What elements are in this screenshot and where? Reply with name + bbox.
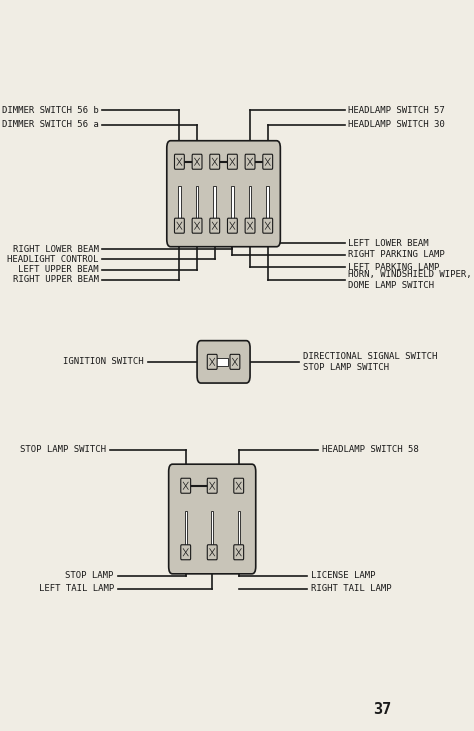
Text: HEADLIGHT CONTROL: HEADLIGHT CONTROL — [7, 255, 99, 264]
FancyBboxPatch shape — [192, 154, 202, 170]
Text: STOP LAMP: STOP LAMP — [65, 571, 114, 580]
Text: LEFT TAIL LAMP: LEFT TAIL LAMP — [38, 584, 114, 594]
Text: DIMMER SWITCH 56 a: DIMMER SWITCH 56 a — [2, 120, 99, 129]
FancyBboxPatch shape — [197, 341, 250, 383]
FancyBboxPatch shape — [228, 218, 237, 233]
FancyBboxPatch shape — [174, 154, 184, 170]
FancyBboxPatch shape — [263, 154, 273, 170]
Bar — [211, 511, 213, 546]
Text: LEFT PARKING LAMP: LEFT PARKING LAMP — [348, 263, 440, 272]
FancyBboxPatch shape — [234, 545, 244, 560]
FancyBboxPatch shape — [207, 545, 217, 560]
Text: IGNITION SWITCH: IGNITION SWITCH — [64, 357, 144, 366]
Text: HORN, WINDSHIELD WIPER,
DOME LAMP SWITCH: HORN, WINDSHIELD WIPER, DOME LAMP SWITCH — [348, 270, 472, 289]
FancyBboxPatch shape — [181, 545, 191, 560]
FancyBboxPatch shape — [207, 478, 217, 493]
Text: LEFT LOWER BEAM: LEFT LOWER BEAM — [348, 239, 429, 248]
FancyBboxPatch shape — [192, 218, 202, 233]
Bar — [178, 186, 181, 219]
FancyBboxPatch shape — [210, 154, 219, 170]
Text: 37: 37 — [374, 702, 392, 716]
Text: HEADLAMP SWITCH 30: HEADLAMP SWITCH 30 — [348, 120, 445, 129]
Bar — [213, 186, 216, 219]
Bar — [196, 186, 199, 219]
Text: DIRECTIONAL SIGNAL SWITCH
STOP LAMP SWITCH: DIRECTIONAL SIGNAL SWITCH STOP LAMP SWIT… — [303, 352, 438, 372]
FancyBboxPatch shape — [228, 154, 237, 170]
FancyBboxPatch shape — [245, 218, 255, 233]
FancyBboxPatch shape — [210, 218, 219, 233]
Bar — [237, 511, 240, 546]
FancyBboxPatch shape — [169, 464, 256, 574]
FancyBboxPatch shape — [181, 478, 191, 493]
FancyBboxPatch shape — [230, 355, 240, 369]
Bar — [249, 186, 251, 219]
Text: HEADLAMP SWITCH 57: HEADLAMP SWITCH 57 — [348, 105, 445, 115]
Bar — [216, 357, 228, 366]
Text: RIGHT PARKING LAMP: RIGHT PARKING LAMP — [348, 251, 445, 260]
FancyBboxPatch shape — [234, 478, 244, 493]
Text: HEADLAMP SWITCH 58: HEADLAMP SWITCH 58 — [322, 445, 419, 454]
Text: RIGHT UPPER BEAM: RIGHT UPPER BEAM — [13, 276, 99, 284]
Text: RIGHT LOWER BEAM: RIGHT LOWER BEAM — [13, 245, 99, 254]
Text: STOP LAMP SWITCH: STOP LAMP SWITCH — [20, 445, 106, 454]
Bar — [185, 511, 187, 546]
Bar — [231, 186, 234, 219]
Text: LICENSE LAMP: LICENSE LAMP — [310, 571, 375, 580]
FancyBboxPatch shape — [245, 154, 255, 170]
FancyBboxPatch shape — [167, 140, 280, 247]
FancyBboxPatch shape — [207, 355, 217, 369]
Bar — [266, 186, 269, 219]
Text: DIMMER SWITCH 56 b: DIMMER SWITCH 56 b — [2, 105, 99, 115]
FancyBboxPatch shape — [174, 218, 184, 233]
FancyBboxPatch shape — [263, 218, 273, 233]
Text: RIGHT TAIL LAMP: RIGHT TAIL LAMP — [310, 584, 391, 594]
Text: LEFT UPPER BEAM: LEFT UPPER BEAM — [18, 265, 99, 274]
